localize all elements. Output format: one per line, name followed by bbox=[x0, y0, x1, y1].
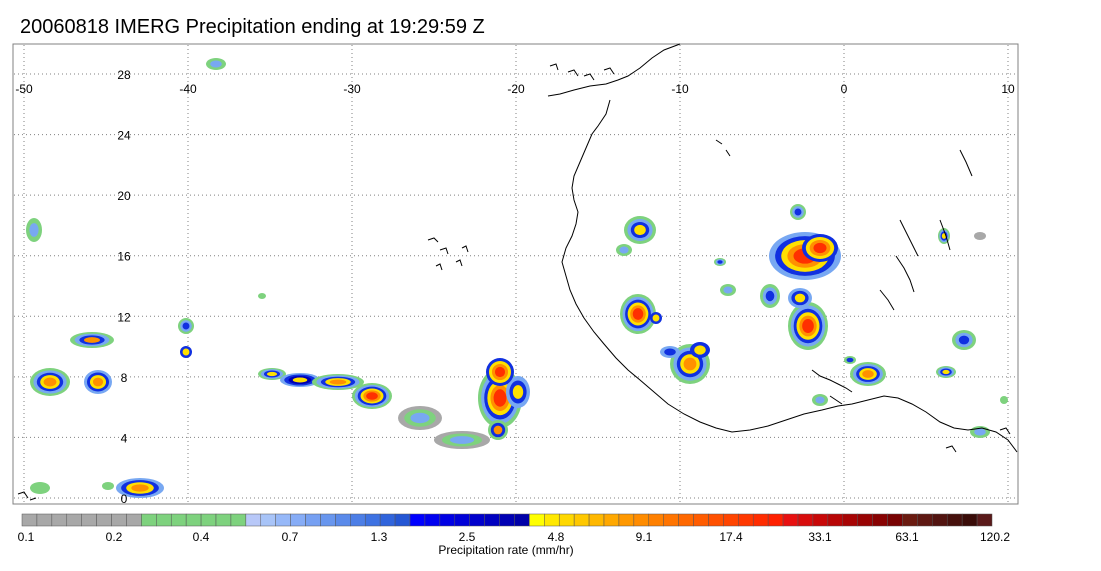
colorbar-swatch bbox=[22, 514, 37, 526]
colorbar-swatch bbox=[544, 514, 559, 526]
colorbar-swatch bbox=[350, 514, 365, 526]
colorbar-swatch bbox=[261, 514, 276, 526]
colorbar-swatch bbox=[470, 514, 485, 526]
colorbar-swatch bbox=[380, 514, 395, 526]
colorbar-swatch bbox=[410, 514, 425, 526]
colorbar-boxes bbox=[22, 514, 992, 526]
colorbar-tick-label: 0.2 bbox=[106, 530, 123, 544]
colorbar-swatch bbox=[52, 514, 67, 526]
colorbar-swatch bbox=[977, 514, 992, 526]
colorbar-swatch bbox=[962, 514, 977, 526]
colorbar-swatch bbox=[485, 514, 500, 526]
colorbar-swatch bbox=[947, 514, 962, 526]
colorbar-swatch bbox=[67, 514, 82, 526]
colorbar-tick-label: 1.3 bbox=[371, 530, 388, 544]
colorbar-swatch bbox=[112, 514, 127, 526]
colorbar-swatch bbox=[589, 514, 604, 526]
colorbar-swatch bbox=[843, 514, 858, 526]
colorbar-swatch bbox=[723, 514, 738, 526]
colorbar-swatch bbox=[888, 514, 903, 526]
colorbar-swatch bbox=[679, 514, 694, 526]
colorbar-swatch bbox=[738, 514, 753, 526]
colorbar-swatch bbox=[395, 514, 410, 526]
colorbar: 0.1 0.2 0.4 0.7 1.3 2.5 4.8 9.1 17.4 33.1 63.1 120.… bbox=[0, 0, 1101, 571]
colorbar-tick-label: 120.2 bbox=[980, 530, 1010, 544]
colorbar-swatch bbox=[559, 514, 574, 526]
colorbar-swatch bbox=[500, 514, 515, 526]
colorbar-swatch bbox=[574, 514, 589, 526]
colorbar-tick-label: 0.1 bbox=[18, 530, 35, 544]
colorbar-label: Precipitation rate (mm/hr) bbox=[438, 543, 573, 557]
colorbar-swatch bbox=[455, 514, 470, 526]
colorbar-swatch bbox=[768, 514, 783, 526]
colorbar-swatch bbox=[82, 514, 97, 526]
colorbar-swatch bbox=[171, 514, 186, 526]
colorbar-swatch bbox=[917, 514, 932, 526]
colorbar-swatch bbox=[798, 514, 813, 526]
colorbar-tick-label: 63.1 bbox=[895, 530, 919, 544]
colorbar-swatch bbox=[783, 514, 798, 526]
colorbar-swatch bbox=[873, 514, 888, 526]
colorbar-swatch bbox=[440, 514, 455, 526]
colorbar-swatch bbox=[932, 514, 947, 526]
colorbar-tick-label: 0.4 bbox=[193, 530, 210, 544]
colorbar-tick-label: 4.8 bbox=[548, 530, 565, 544]
colorbar-tick-label: 17.4 bbox=[719, 530, 743, 544]
colorbar-swatch bbox=[186, 514, 201, 526]
colorbar-swatch bbox=[828, 514, 843, 526]
colorbar-swatch bbox=[813, 514, 828, 526]
colorbar-tick-label: 9.1 bbox=[636, 530, 653, 544]
colorbar-swatch bbox=[231, 514, 246, 526]
colorbar-tick-label: 0.7 bbox=[282, 530, 299, 544]
colorbar-tick-labels: 0.1 0.2 0.4 0.7 1.3 2.5 4.8 9.1 17.4 33.1 63.1 120.… bbox=[18, 530, 1011, 544]
colorbar-swatch bbox=[141, 514, 156, 526]
colorbar-swatch bbox=[201, 514, 216, 526]
colorbar-swatch bbox=[604, 514, 619, 526]
colorbar-swatch bbox=[306, 514, 321, 526]
colorbar-swatch bbox=[291, 514, 306, 526]
colorbar-swatch bbox=[320, 514, 335, 526]
colorbar-swatch bbox=[514, 514, 529, 526]
colorbar-swatch bbox=[634, 514, 649, 526]
colorbar-swatch bbox=[216, 514, 231, 526]
colorbar-tick-label: 33.1 bbox=[808, 530, 832, 544]
colorbar-swatch bbox=[425, 514, 440, 526]
colorbar-swatch bbox=[335, 514, 350, 526]
colorbar-swatch bbox=[664, 514, 679, 526]
colorbar-swatch bbox=[619, 514, 634, 526]
colorbar-swatch bbox=[37, 514, 52, 526]
colorbar-swatch bbox=[529, 514, 544, 526]
colorbar-swatch bbox=[246, 514, 261, 526]
colorbar-swatch bbox=[126, 514, 141, 526]
colorbar-swatch bbox=[365, 514, 380, 526]
colorbar-swatch bbox=[694, 514, 709, 526]
colorbar-swatch bbox=[708, 514, 723, 526]
colorbar-swatch bbox=[753, 514, 768, 526]
colorbar-swatch bbox=[649, 514, 664, 526]
colorbar-swatch bbox=[902, 514, 917, 526]
colorbar-swatch bbox=[858, 514, 873, 526]
colorbar-swatch bbox=[97, 514, 112, 526]
colorbar-swatch bbox=[156, 514, 171, 526]
colorbar-tick-label: 2.5 bbox=[459, 530, 476, 544]
colorbar-swatch bbox=[276, 514, 291, 526]
